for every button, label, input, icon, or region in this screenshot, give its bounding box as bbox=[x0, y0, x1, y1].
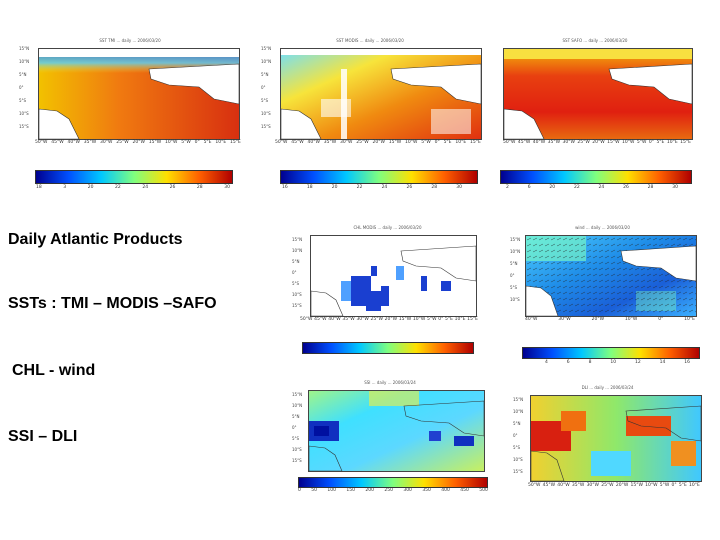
map-sst-safo bbox=[503, 48, 693, 140]
map-dli bbox=[530, 395, 702, 482]
ytick: 15°N bbox=[510, 237, 521, 242]
ytick: 5°S bbox=[19, 98, 27, 103]
dli-field bbox=[531, 396, 701, 481]
colorbar-wind bbox=[522, 347, 700, 359]
ytick: 10°N bbox=[292, 248, 303, 253]
sst-tmi-field bbox=[39, 49, 239, 139]
colorbar-labels: 18 3 20 22 24 26 28 30 bbox=[36, 185, 230, 190]
ytick: 0° bbox=[292, 270, 297, 275]
sst-modis-field bbox=[281, 49, 481, 139]
ytick: 15°N bbox=[292, 237, 303, 242]
map-title: SSI ... daily ... 2006/03/24 bbox=[364, 380, 416, 385]
title-daily-atlantic-products: Daily Atlantic Products bbox=[8, 231, 183, 248]
ytick: 5°S bbox=[510, 285, 518, 290]
ytick: 15°N bbox=[261, 46, 272, 51]
colorbar-chl bbox=[302, 342, 474, 354]
ytick: 5°N bbox=[510, 261, 518, 266]
ytick: 5°N bbox=[292, 414, 300, 419]
ytick: 0° bbox=[261, 85, 266, 90]
colorbar-labels: 2 6 20 22 24 26 28 30 bbox=[506, 185, 678, 190]
ytick: 10°N bbox=[292, 403, 303, 408]
ytick: 5°S bbox=[513, 445, 521, 450]
ytick: 10°S bbox=[292, 292, 302, 297]
panel-sst-tmi: SST TMI ... daily ... 2006/03/20 15°N 10… bbox=[15, 38, 245, 148]
x-axis-labels: 40°W 30°W 20°W 10°W 0° 10°E bbox=[525, 317, 695, 322]
ytick: 5°N bbox=[19, 72, 27, 77]
chl-field bbox=[311, 236, 476, 316]
ytick: 5°N bbox=[292, 259, 300, 264]
ytick: 15°N bbox=[513, 397, 524, 402]
x-axis-labels: 50°W 45°W 40°W 35°W 30°W 25°W 20°W 15°W 10°W 5°W 0… bbox=[528, 483, 700, 488]
panel-ssi: SSI ... daily ... 2006/03/24 15°N 10°N 5… bbox=[290, 380, 490, 480]
ytick: 15°S bbox=[292, 303, 302, 308]
panel-sst-modis: SST MODIS ... daily ... 2006/03/20 15°N … bbox=[255, 38, 485, 148]
ssi-field bbox=[309, 391, 484, 471]
map-ssi bbox=[308, 390, 485, 472]
map-title: SST TMI ... daily ... 2006/03/20 bbox=[99, 38, 161, 43]
colorbar-labels: 0 50 100 150 200 250 300 350 400 450 500 bbox=[298, 488, 488, 493]
map-title: CHL MODIS ... daily ... 2006/03/20 bbox=[353, 225, 422, 230]
label-chl-wind: CHL - wind bbox=[12, 362, 96, 379]
ytick: 10°N bbox=[261, 59, 272, 64]
label-ssts: SSTs : TMI – MODIS –SAFO bbox=[8, 295, 217, 312]
x-axis-labels: 50°W 45°W 40°W 35°W 30°W 25°W 20°W 15°W 10°W 5°W 0… bbox=[35, 140, 241, 145]
ytick: 15°S bbox=[292, 458, 302, 463]
panel-chl: CHL MODIS ... daily ... 2006/03/20 15°N … bbox=[290, 225, 485, 325]
map-sst-tmi bbox=[38, 48, 240, 140]
ytick: 5°S bbox=[261, 98, 269, 103]
ytick: 10°S bbox=[513, 457, 523, 462]
panel-dli: DLI ... daily ... 2006/03/24 15°N 10°N 5… bbox=[510, 385, 705, 495]
x-axis-labels: 50°W 45°W 40°W 35°W 30°W 25°W 20°W 15°W 10°W 5°W 0… bbox=[300, 317, 478, 322]
label-ssi-dli: SSI – DLI bbox=[8, 428, 78, 445]
map-sst-modis bbox=[280, 48, 482, 140]
map-title: SST SAFO ... daily ... 2006/03/20 bbox=[562, 38, 628, 43]
ytick: 10°N bbox=[19, 59, 30, 64]
ytick: 5°N bbox=[261, 72, 269, 77]
ytick: 0° bbox=[292, 425, 297, 430]
ytick: 10°N bbox=[513, 409, 524, 414]
wind-field bbox=[526, 236, 696, 316]
ytick: 10°N bbox=[510, 249, 521, 254]
ytick: 5°S bbox=[292, 436, 300, 441]
ytick: 5°S bbox=[292, 281, 300, 286]
x-axis-labels: 50°W 45°W 40°W 35°W 30°W 25°W 20°W 15°W 10°W 5°W 0… bbox=[275, 140, 481, 145]
panel-sst-safo: SST SAFO ... daily ... 2006/03/20 50°W 45… bbox=[495, 38, 695, 148]
map-title: wind ... daily ... 2006/03/20 bbox=[575, 225, 630, 230]
colorbar-sst-safo bbox=[500, 170, 692, 184]
colorbar-ssi bbox=[298, 477, 488, 488]
ytick: 15°N bbox=[292, 392, 303, 397]
sst-safo-field bbox=[504, 49, 692, 139]
ytick: 0° bbox=[19, 85, 24, 90]
ytick: 15°S bbox=[19, 124, 29, 129]
ytick: 15°S bbox=[513, 469, 523, 474]
map-title: DLI ... daily ... 2006/03/24 bbox=[581, 385, 634, 390]
map-title: SST MODIS ... daily ... 2006/03/20 bbox=[336, 38, 404, 43]
panel-wind: wind ... daily ... 2006/03/20 15°N 10°N … bbox=[505, 225, 700, 325]
ytick: 10°S bbox=[510, 297, 520, 302]
map-wind bbox=[525, 235, 697, 317]
ytick: 15°S bbox=[261, 124, 271, 129]
colorbar-sst-modis bbox=[280, 170, 478, 184]
ytick: 0° bbox=[513, 433, 518, 438]
colorbar-sst-tmi bbox=[35, 170, 233, 184]
colorbar-labels: 16 18 20 22 24 26 28 30 bbox=[282, 185, 462, 190]
ytick: 15°N bbox=[19, 46, 30, 51]
colorbar-labels: 4 6 8 10 12 14 16 bbox=[545, 360, 690, 365]
ytick: 10°S bbox=[19, 111, 29, 116]
ytick: 10°S bbox=[261, 111, 271, 116]
ytick: 10°S bbox=[292, 447, 302, 452]
x-axis-labels: 50°W 45°W 40°W 35°W 30°W 25°W 20°W 15°W 10°W 5°W 0… bbox=[503, 140, 691, 145]
ytick: 0° bbox=[510, 273, 515, 278]
ytick: 5°N bbox=[513, 421, 521, 426]
map-chl bbox=[310, 235, 477, 317]
